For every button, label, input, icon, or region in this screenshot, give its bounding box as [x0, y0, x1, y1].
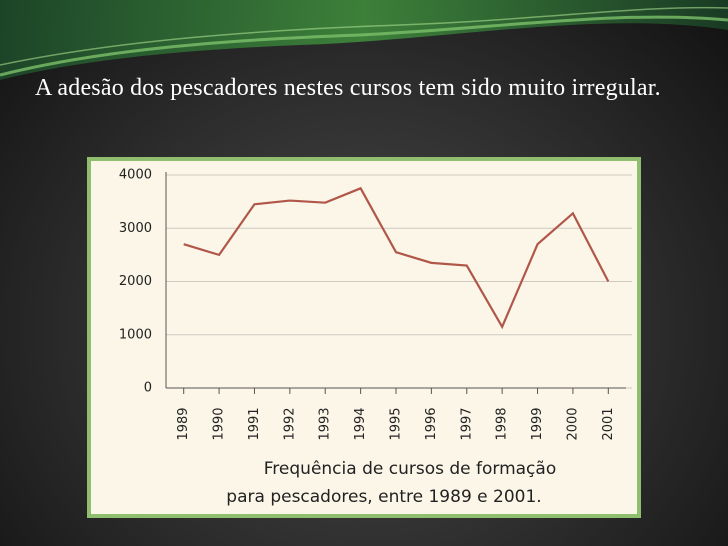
x-tick-label: 1998: [495, 407, 510, 440]
chart-frame: [87, 157, 641, 518]
slide-text: A adesão dos pescadores nestes cursos te…: [35, 75, 661, 101]
x-tick-label: 1997: [459, 407, 474, 440]
y-tick-label: 2000: [119, 274, 152, 289]
x-tick-label: 1994: [353, 407, 368, 440]
y-tick-label: 4000: [119, 168, 152, 183]
header-decoration: [0, 0, 728, 80]
y-tick-label: 3000: [119, 221, 152, 236]
x-tick-label: 1990: [212, 407, 227, 440]
y-tick-label: 0: [144, 381, 152, 396]
caption: para pescadores, entre 1989 e 2001.: [226, 487, 541, 507]
x-tick-label: 1991: [247, 407, 262, 440]
x-tick-label: 2001: [601, 407, 616, 440]
y-tick-label: 1000: [119, 327, 152, 342]
x-tick-label: 1993: [318, 407, 333, 440]
x-tick-label: 1995: [389, 407, 404, 440]
x-tick-label: 1996: [424, 407, 439, 440]
x-tick-label: 2000: [565, 407, 580, 440]
x-tick-label: 1992: [282, 407, 297, 440]
x-tick-label: 1999: [530, 407, 545, 440]
caption: Frequência de cursos de formação: [264, 459, 556, 479]
line: [183, 186, 610, 330]
x-tick-label: 1989: [176, 407, 191, 440]
